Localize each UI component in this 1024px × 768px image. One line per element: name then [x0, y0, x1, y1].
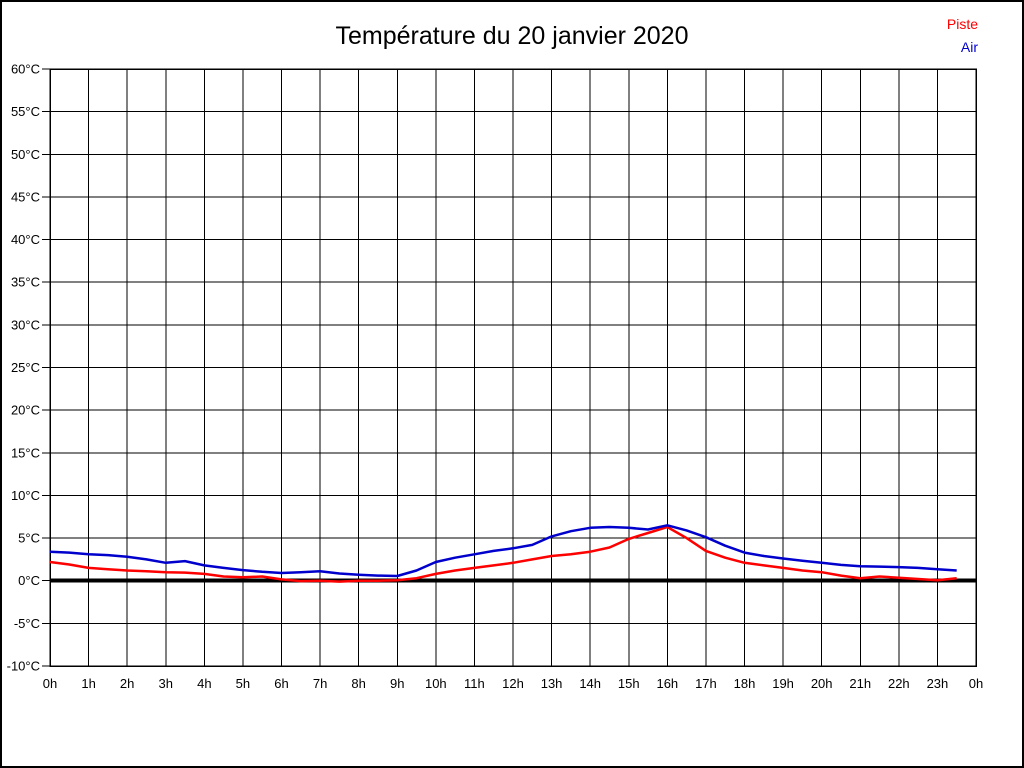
x-axis-tick-label: 14h [579, 676, 601, 691]
x-axis-tick-label: 0h [969, 676, 983, 691]
x-axis-tick-label: 13h [541, 676, 563, 691]
x-axis-tick-label: 8h [351, 676, 365, 691]
y-axis-tick-label: -5°C [14, 616, 40, 631]
y-axis-tick-label: 25°C [11, 360, 40, 375]
y-axis-tick-label: 30°C [11, 317, 40, 332]
x-axis-tick-label: 23h [927, 676, 949, 691]
y-axis-tick-label: 60°C [11, 62, 40, 77]
y-axis-tick-label: 35°C [11, 275, 40, 290]
y-axis-tick-label: 10°C [11, 488, 40, 503]
y-axis-tick-label: 0°C [18, 573, 40, 588]
chart-title: Température du 20 janvier 2020 [335, 22, 689, 50]
x-axis-tick-label: 15h [618, 676, 640, 691]
x-axis-tick-label: 6h [274, 676, 288, 691]
series-line-piste [49, 525, 957, 583]
x-axis-tick-label: 3h [159, 676, 173, 691]
x-axis-tick-label: 12h [502, 676, 524, 691]
y-axis-tick-label: 15°C [11, 445, 40, 460]
y-axis-tick-label: 20°C [11, 403, 40, 418]
y-axis-tick-label: 45°C [11, 189, 40, 204]
y-axis-tick-label: 5°C [18, 531, 40, 546]
series-line-air [49, 524, 957, 578]
y-axis-tick-label: -10°C [7, 659, 40, 674]
x-axis-tick-label: 9h [390, 676, 404, 691]
y-axis-tick-label: 40°C [11, 232, 40, 247]
x-axis-tick-label: 20h [811, 676, 833, 691]
plot-frame [49, 68, 977, 667]
x-axis-tick-label: 5h [236, 676, 250, 691]
x-axis-tick-label: 19h [772, 676, 794, 691]
x-axis-tick-label: 7h [313, 676, 327, 691]
x-axis-tick-label: 22h [888, 676, 910, 691]
legend-item-piste: Piste [946, 16, 978, 32]
legend-item-air: Air [960, 39, 978, 55]
x-axis-tick-label: 16h [656, 676, 678, 691]
legend: Piste Air [947, 13, 978, 59]
x-axis-tick-label: 21h [849, 676, 871, 691]
x-axis-tick-label: 17h [695, 676, 717, 691]
x-axis-tick-label: 2h [120, 676, 134, 691]
x-axis-tick-label: 4h [197, 676, 211, 691]
x-axis-tick-label: 0h [43, 676, 57, 691]
x-axis-tick-label: 1h [81, 676, 95, 691]
y-axis-tick-label: 50°C [11, 147, 40, 162]
y-axis-tick-label: 55°C [11, 104, 40, 119]
x-axis-tick-label: 11h [464, 676, 485, 691]
x-axis-tick-label: 10h [425, 676, 447, 691]
x-axis-tick-label: 18h [734, 676, 756, 691]
